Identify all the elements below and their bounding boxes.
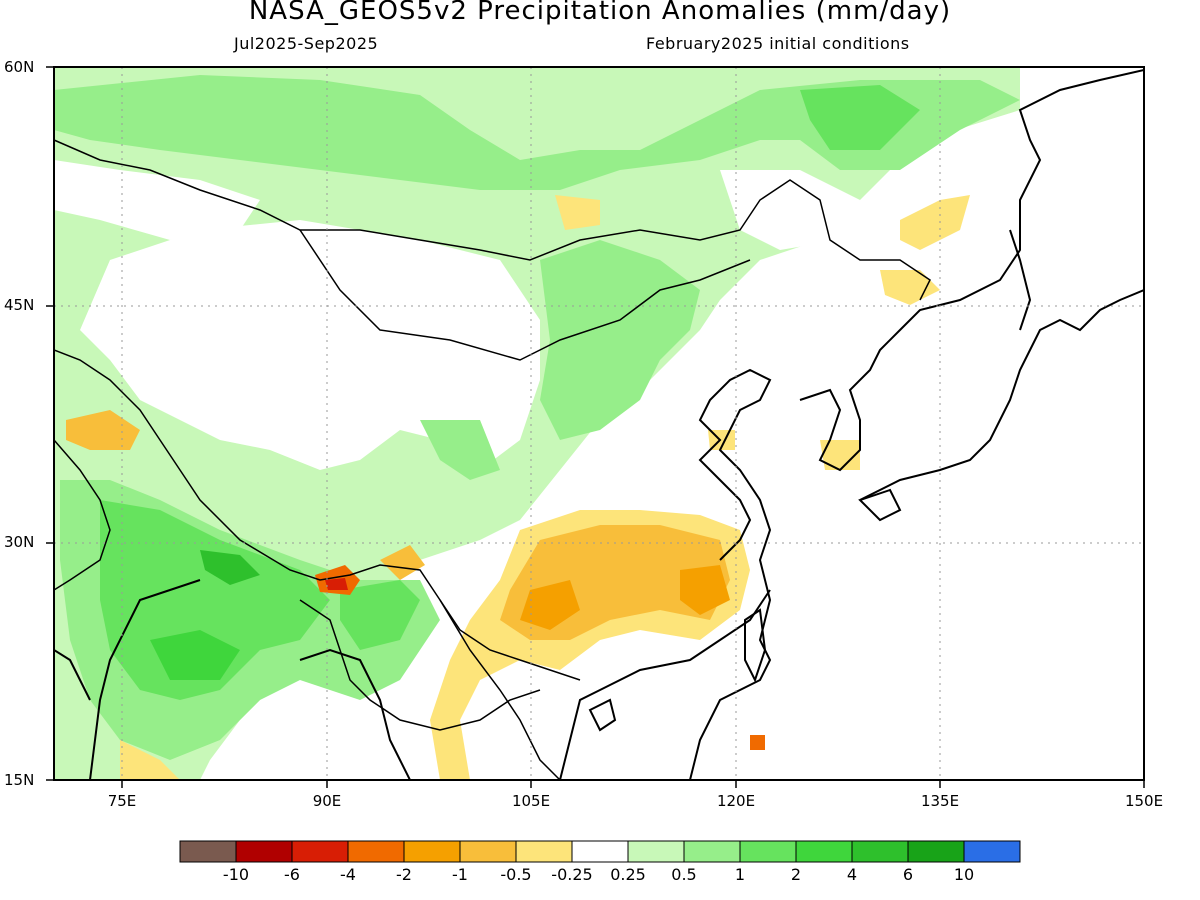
map-frame: [53, 66, 1145, 781]
colorbar-swatch: [851, 840, 909, 863]
lon-label-150e: 150E: [1124, 792, 1164, 810]
colorbar-tick-label: -6: [284, 865, 300, 884]
india-west-coast: [54, 649, 91, 701]
lon-label-75e: 75E: [107, 792, 137, 810]
sri-lanka-india-coast: [89, 579, 201, 780]
border: [299, 229, 751, 361]
colorbar-swatch: [795, 840, 853, 863]
colorbar-tick-label: -4: [340, 865, 356, 884]
coastline: [858, 488, 902, 522]
dry-anomaly-region: [880, 270, 940, 305]
wet-anomaly-region: [54, 75, 1020, 190]
dry-anomaly-region: [750, 735, 765, 750]
colorbar-swatch: [235, 840, 293, 863]
lat-label-60n: 60N: [4, 58, 35, 76]
wet-anomaly-region: [200, 550, 260, 585]
axis-ticks: [46, 66, 1145, 788]
taiwan-coast: [744, 608, 767, 683]
hainan-coast: [588, 698, 617, 732]
dry-anomaly-region: [820, 440, 860, 470]
coastline: [559, 589, 771, 780]
wet-anomaly-region: [420, 420, 500, 480]
border: [54, 139, 931, 301]
colorbar-swatch: [459, 840, 517, 863]
lon-label-120e: 120E: [716, 792, 756, 810]
season-subtitle: Jul2025-Sep2025: [234, 34, 379, 53]
kamchatka-sakhalin: [1009, 229, 1032, 331]
lat-label-15n: 15N: [4, 771, 35, 789]
neutral-region: [720, 170, 860, 250]
colorbar: [179, 840, 1021, 863]
wet-anomaly-region: [150, 630, 240, 680]
coastline: [859, 289, 1144, 501]
colorbar-swatch: [347, 840, 405, 863]
lon-label-105e: 105E: [511, 792, 551, 810]
lat-label-30n: 30N: [4, 533, 35, 551]
dry-anomaly-region: [680, 565, 730, 615]
dry-anomaly-region: [520, 580, 580, 630]
dry-anomaly-region: [325, 578, 348, 590]
colorbar-swatch: [739, 840, 797, 863]
lon-label-135e: 135E: [920, 792, 960, 810]
colorbar-swatch: [179, 840, 237, 863]
map-title: NASA_GEOS5v2 Precipitation Anomalies (mm…: [248, 0, 952, 26]
colorbar-tick-label: -2: [396, 865, 412, 884]
bay-of-bengal-coast: [299, 648, 411, 780]
lon-label-90e: 90E: [312, 792, 342, 810]
anomaly-field: [54, 67, 1020, 780]
coastline: [689, 368, 772, 780]
lat-label-45n: 45N: [4, 296, 35, 314]
colorbar-swatch: [403, 840, 461, 863]
colorbar-swatch: [515, 840, 573, 863]
dry-anomaly-region: [380, 545, 425, 580]
border: [299, 599, 541, 731]
colorbar-tick-label: 10: [953, 865, 975, 884]
colorbar-swatch: [683, 840, 741, 863]
colorbar-tick-label: 2: [790, 865, 802, 884]
border: [439, 599, 561, 780]
wet-anomaly-region: [800, 85, 920, 150]
colorbar-tick-label: 1: [734, 865, 746, 884]
colorbar-tick-label: -0.5: [500, 865, 532, 884]
colorbar-tick-label: 4: [846, 865, 858, 884]
colorbar-tick-label: -1: [452, 865, 468, 884]
dry-anomaly-region: [900, 195, 970, 250]
dry-anomaly-region: [555, 195, 600, 230]
init-conditions-subtitle: February2025 initial conditions: [646, 34, 910, 53]
neutral-region: [54, 160, 260, 240]
colorbar-tick-label: 0.5: [671, 865, 697, 884]
coastline: [799, 69, 1144, 472]
colorbar-tick-label: 6: [902, 865, 914, 884]
colorbar-swatch: [627, 840, 685, 863]
colorbar-swatch: [907, 840, 965, 863]
colorbar-tick-label: 0.25: [610, 865, 646, 884]
border: [54, 439, 111, 591]
colorbar-swatch: [291, 840, 349, 863]
coastlines-borders: [54, 69, 1144, 780]
colorbar-tick-label: -0.25: [551, 865, 593, 884]
dry-anomaly-region: [120, 740, 180, 780]
border: [54, 349, 581, 681]
colorbar-swatch: [963, 840, 1021, 863]
colorbar-swatch: [571, 840, 629, 863]
wet-anomaly-region: [340, 580, 420, 650]
colorbar-tick-label: -10: [222, 865, 250, 884]
neutral-region: [80, 220, 540, 470]
